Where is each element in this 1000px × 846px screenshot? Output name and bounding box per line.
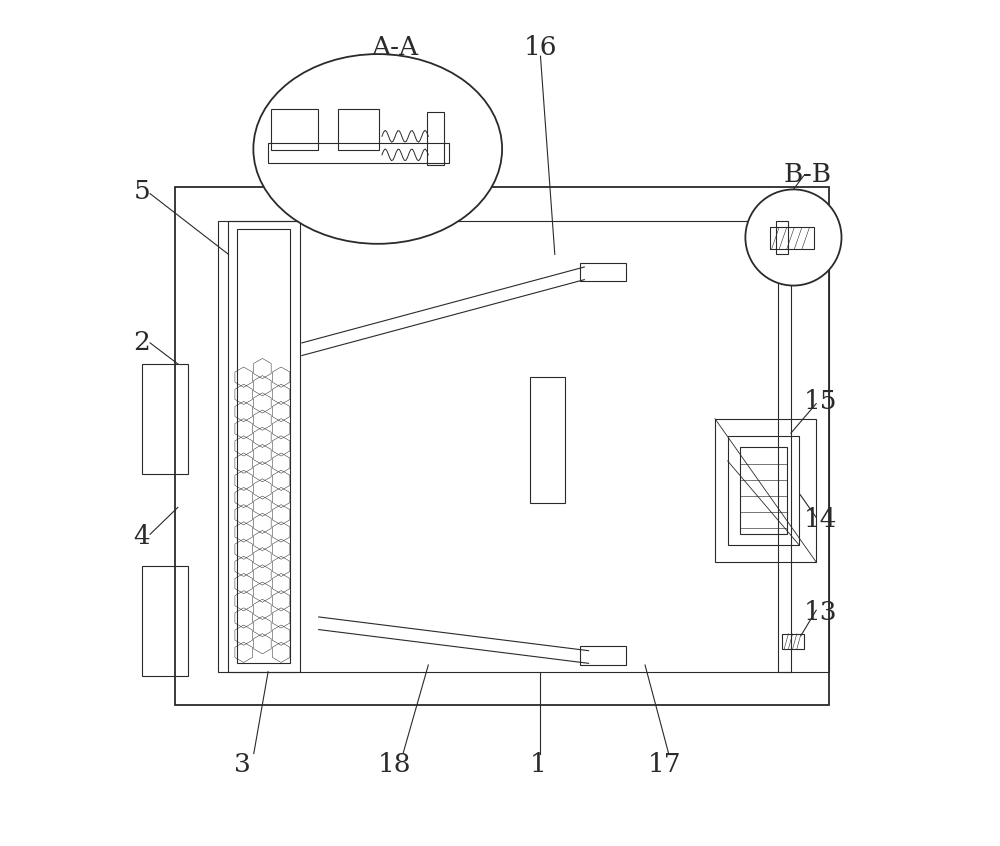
Text: 5: 5	[133, 179, 150, 204]
Ellipse shape	[253, 54, 502, 244]
Bar	[715, 419, 816, 562]
Text: 3: 3	[234, 752, 251, 777]
Text: 4: 4	[133, 525, 150, 549]
Text: B-B: B-B	[784, 162, 832, 187]
Text: 2: 2	[133, 331, 150, 355]
Bar	[580, 646, 626, 665]
Text: 15: 15	[804, 389, 837, 415]
Text: 14: 14	[804, 508, 837, 532]
Circle shape	[745, 190, 842, 286]
Bar	[782, 634, 804, 649]
Bar	[770, 228, 814, 250]
Bar	[237, 229, 290, 663]
Bar	[427, 112, 444, 165]
Bar	[228, 221, 300, 672]
Bar	[218, 221, 791, 672]
Bar	[268, 143, 449, 163]
Text: 17: 17	[648, 752, 681, 777]
Text: 16: 16	[524, 36, 557, 60]
Text: 18: 18	[378, 752, 411, 777]
Bar	[271, 109, 318, 150]
Bar	[175, 187, 829, 706]
Bar	[142, 566, 188, 676]
Text: 1: 1	[530, 752, 546, 777]
Bar	[338, 109, 379, 150]
Text: 13: 13	[804, 600, 837, 625]
Bar	[778, 221, 829, 672]
Text: A-A: A-A	[371, 36, 418, 60]
Bar	[580, 263, 626, 282]
Bar	[740, 447, 787, 535]
Bar	[530, 376, 565, 503]
Bar	[728, 436, 799, 546]
Bar	[142, 364, 188, 474]
Bar	[776, 221, 788, 255]
